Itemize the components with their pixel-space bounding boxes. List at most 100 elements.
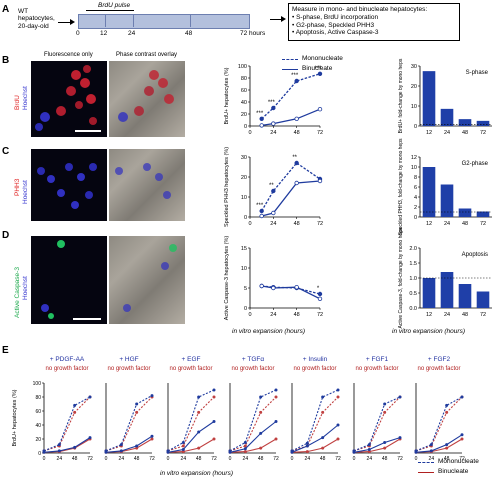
- bar: [422, 278, 436, 308]
- mono-series-point: [445, 403, 449, 407]
- y-tick-label: 5: [244, 286, 247, 292]
- bi-nogf-series-point: [383, 446, 387, 450]
- y-tick-label: 6: [414, 185, 417, 191]
- subject-line-3: 20-day-old: [18, 22, 49, 30]
- bi-nogf-series-point: [274, 437, 278, 441]
- bi-nogf-series-point: [305, 450, 309, 454]
- y-tick-label: 2.0: [409, 246, 417, 252]
- mono-series-point: [88, 395, 92, 399]
- y-axis-label: Active Caspase-3, fold-change by mono he…: [398, 227, 404, 328]
- y-tick-label: 1.0: [409, 276, 417, 282]
- bi-nogf-series: [353, 438, 401, 453]
- y-tick-label: 80: [35, 395, 41, 401]
- timeline-divider: [190, 14, 191, 27]
- bi-series-point: [274, 420, 278, 423]
- mono-nogf-series: [229, 396, 277, 452]
- series-bi-line: [261, 108, 321, 127]
- significance-mark: **: [292, 155, 297, 161]
- mini-chart: + FGF1 no growth factor 0 24 48 72: [352, 356, 403, 462]
- bi-series-point: [429, 449, 433, 453]
- x-tick-label: 24: [444, 312, 450, 318]
- bi-point: [317, 178, 323, 184]
- x-tick-label: 72: [397, 456, 403, 462]
- bar: [458, 208, 472, 217]
- y-tick-label: 30: [241, 155, 247, 161]
- mini-chart-title: + TGFα: [242, 356, 264, 363]
- x-tick-label: 72: [273, 456, 279, 462]
- x-tick-label: 48: [134, 456, 140, 462]
- time-tick: 72 hours: [240, 30, 266, 37]
- mono-nogf-series-point: [212, 395, 216, 399]
- mono-series-point: [398, 395, 402, 399]
- bar: [422, 71, 436, 126]
- mono-series-point: [181, 441, 185, 444]
- line-chart-D-line: 0 5 10 15 0 24 48 72 Active Caspase-3 hepatocyte…: [224, 236, 323, 321]
- stain-name: BrdU: [14, 95, 21, 110]
- x-tick-label: 72: [317, 130, 323, 136]
- phase-image: [109, 236, 185, 324]
- mono-series-point: [212, 388, 216, 392]
- y-axis-label: Speckled PHH3 hepatocytes (%): [224, 147, 230, 227]
- significance-mark: ***: [291, 73, 299, 79]
- bi-series-point: [119, 449, 123, 453]
- legend-bi-label: Binucleate: [302, 65, 333, 72]
- panel-e-xlabel: in vitro expansion (hours): [160, 470, 233, 477]
- phase-image: [109, 149, 185, 221]
- bi-series-point: [259, 431, 263, 435]
- x-tick-label: 48: [462, 130, 468, 136]
- pulse-label: BrdU pulse: [98, 2, 131, 9]
- bi-series: [167, 421, 215, 453]
- bi-series-point: [305, 444, 309, 448]
- subject-line-1: WT: [18, 8, 29, 15]
- mono-nogf-series: [415, 396, 463, 452]
- bi-series-point: [352, 450, 356, 454]
- mono-series-point: [119, 443, 123, 447]
- x-tick-label: 24: [57, 456, 63, 462]
- x-tick-label: 0: [229, 456, 232, 462]
- mini-chart: + FGF2 no growth factor 0 24 48 72: [414, 356, 465, 462]
- subject-line-2: hepatocytes,: [18, 15, 55, 23]
- counterstain-label: Hoechst: [22, 180, 29, 204]
- bi-series-point: [212, 420, 216, 423]
- x-tick-label: 12: [426, 312, 432, 318]
- time-tick: 12: [100, 30, 108, 37]
- mono-series-point: [197, 395, 201, 399]
- mono-nogf-series-point: [135, 410, 139, 414]
- phase-image: [109, 61, 185, 137]
- pulse-bracket: [86, 10, 134, 11]
- mono-nogf-series: [43, 396, 91, 452]
- bi-series: [291, 424, 339, 453]
- bi-series-point: [321, 436, 325, 440]
- fluorescence-image: [31, 61, 107, 137]
- no-gf-label: no growth factor: [417, 366, 460, 372]
- bi-point: [271, 210, 276, 216]
- y-tick-label: 10: [241, 195, 247, 201]
- bi-series-point: [42, 450, 46, 454]
- bi-nogf-series-point: [336, 437, 340, 441]
- bi-series-point: [57, 449, 61, 453]
- x-tick-label: 72: [211, 456, 217, 462]
- mono-series-point: [336, 388, 340, 392]
- line-xlabel: in vitro expansion (hours): [232, 328, 305, 335]
- mono-nogf-series-point: [197, 410, 201, 414]
- measure-item: • S-phase, BrdU incorporation: [292, 13, 379, 21]
- y-tick-label: 20: [241, 175, 247, 181]
- legend-mono-swatch: [418, 462, 434, 463]
- mono-nogf-series-point: [181, 444, 185, 448]
- mono-nogf-series-point: [274, 395, 278, 399]
- bi-nogf-series: [291, 438, 339, 453]
- no-gf-label: no growth factor: [293, 366, 336, 372]
- y-tick-label: 20: [411, 84, 417, 90]
- bi-point: [259, 123, 264, 128]
- phase-title: G2-phase: [462, 161, 489, 167]
- mono-point: [259, 116, 264, 121]
- phase-title: Apoptosis: [462, 252, 488, 258]
- mono-series: [353, 396, 401, 452]
- series-bi-line: [261, 285, 321, 300]
- x-tick-label: 0: [43, 456, 46, 462]
- arrow-right-icon: [70, 19, 75, 25]
- scale-bar: [73, 318, 101, 320]
- bi-point: [294, 180, 299, 186]
- x-tick-label: 48: [196, 456, 202, 462]
